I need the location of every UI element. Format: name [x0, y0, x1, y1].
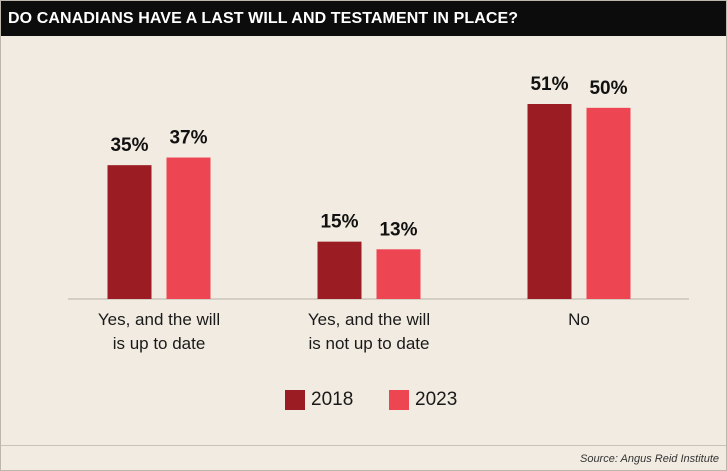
- data-label-2023-cat3: 50%: [589, 78, 627, 99]
- legend: 2018 2023: [1, 389, 726, 413]
- title-bar: DO CANADIANS HAVE A LAST WILL AND TESTAM…: [1, 1, 726, 36]
- legend-label-2018: 2018: [311, 389, 354, 410]
- bar-2023-cat1: [166, 157, 211, 299]
- data-label-2018-cat3: 51%: [530, 74, 568, 95]
- bar-2018-cat3: [527, 104, 572, 299]
- bar-2023-cat3: [586, 107, 631, 299]
- category-label-3-line1: No: [568, 310, 590, 329]
- bar-2023-cat2: [376, 249, 421, 299]
- category-label-1-line2: is up to date: [113, 334, 206, 353]
- data-label-2018-cat1: 35%: [110, 135, 148, 156]
- legend-label-2023: 2023: [415, 389, 458, 410]
- category-label-2-line1: Yes, and the will: [308, 310, 430, 329]
- data-label-2018-cat2: 15%: [320, 212, 358, 233]
- bar-2018-cat2: [317, 241, 362, 299]
- legend-swatch-2018: [285, 390, 305, 410]
- data-label-2023-cat1: 37%: [169, 128, 207, 149]
- category-label-1-line1: Yes, and the will: [98, 310, 220, 329]
- footer-divider: [1, 445, 726, 446]
- data-label-2023-cat2: 13%: [379, 219, 417, 240]
- bar-chart: 35% 15% 51% 37% 13% 50% Yes, and the will is up…: [68, 74, 689, 353]
- chart-title: DO CANADIANS HAVE A LAST WILL AND TESTAM…: [8, 10, 519, 27]
- legend-swatch-2023: [389, 390, 409, 410]
- category-label-2-line2: is not up to date: [309, 334, 430, 353]
- source-note: Source: Angus Reid Institute: [579, 453, 719, 465]
- bar-2018-cat1: [107, 165, 152, 299]
